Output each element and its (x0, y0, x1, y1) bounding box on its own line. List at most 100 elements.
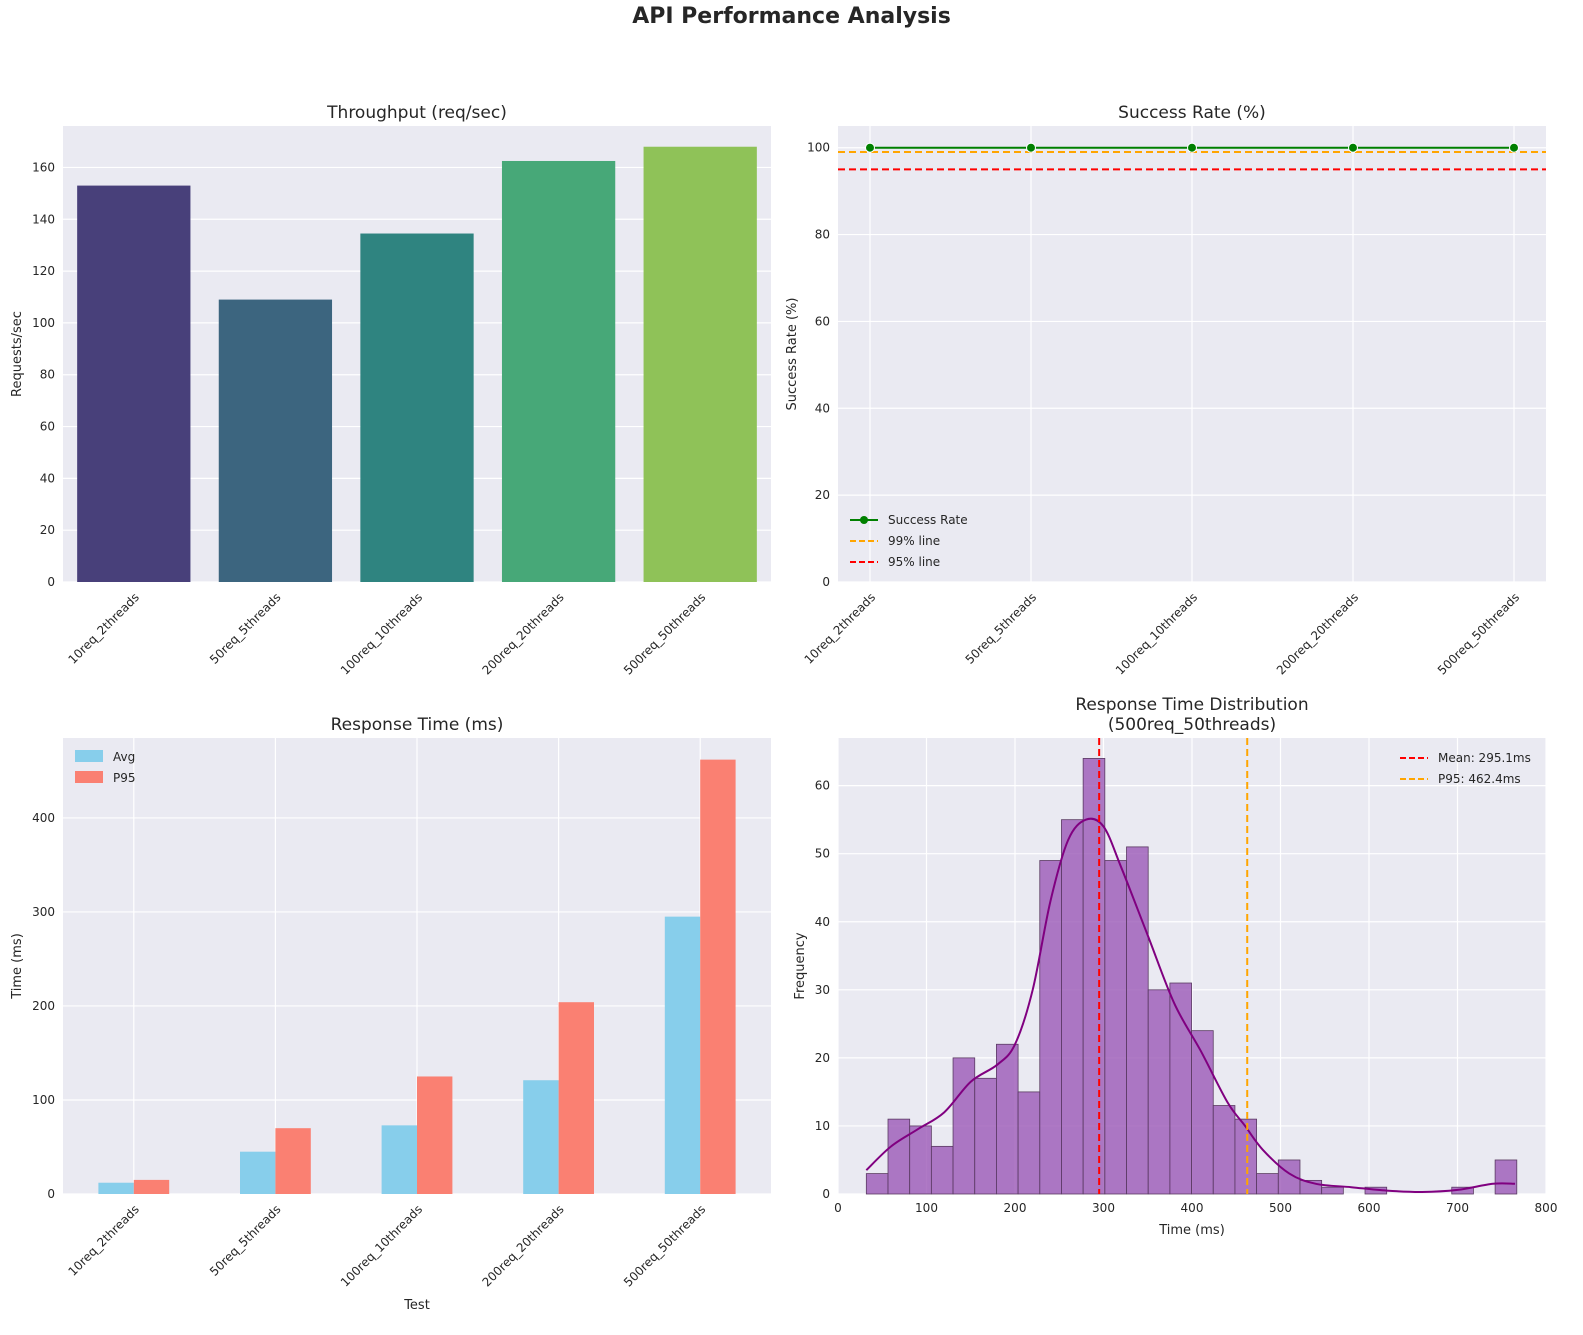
response-ytick-label: 0 (47, 1187, 55, 1201)
throughput-ylabel: Requests/sec (10, 311, 25, 397)
response-panel: 0 100 200 300 400 10req_2threads 50req_5thread… (10, 715, 771, 1313)
distribution-hist-bar (1039, 860, 1062, 1195)
response-xlabel: Test (403, 1298, 430, 1313)
distribution-hist-bar (1126, 846, 1149, 1195)
distribution-ylabel: Frequency (793, 932, 808, 999)
distribution-xtick-label: 800 (1535, 1201, 1558, 1215)
response-xtick-label: 200req_20threads (479, 1202, 566, 1289)
distribution-ytick-label: 30 (815, 983, 830, 997)
distribution-title: Response Time Distribution (1075, 695, 1308, 715)
throughput-xtick-label: 100req_10threads (338, 590, 425, 677)
distribution-panel: 0 100 200 300 400 500 600 700 800 0 10 20 30 40 50 60 Me… (793, 695, 1557, 1238)
response-title: Response Time (ms) (331, 715, 504, 735)
throughput-panel: 0 20 40 60 80 100 120 140 160 10req_2threads 50req… (10, 103, 771, 678)
success-xtick-label: 200req_20threads (1274, 590, 1361, 677)
distribution-xtick-label: 600 (1358, 1201, 1381, 1215)
response-xtick-label: 10req_2threads (65, 1202, 141, 1278)
distribution-hist-bar (996, 1043, 1019, 1195)
distribution-xtick-label: 500 (1269, 1201, 1292, 1215)
success-legend-label: 99% line (888, 534, 940, 548)
distribution-hist-bar (865, 1173, 889, 1195)
throughput-title: Throughput (req/sec) (326, 103, 507, 123)
distribution-hist-bar (974, 1077, 997, 1195)
distribution-hist-bar (887, 1118, 911, 1195)
response-xtick-label: 100req_10threads (338, 1202, 425, 1289)
throughput-ytick-label: 140 (32, 212, 55, 226)
throughput-ytick-label: 40 (40, 471, 55, 485)
success-xtick-label: 10req_2threads (802, 590, 878, 666)
response-legend-label: Avg (113, 750, 135, 764)
distribution-hist-bar (1494, 1159, 1518, 1195)
distribution-hist-bar (1234, 1118, 1258, 1195)
throughput-xtick-label: 200req_20threads (479, 590, 566, 677)
figure-title: API Performance Analysis (632, 4, 951, 29)
success-point (1026, 142, 1036, 153)
distribution-ytick-label: 0 (822, 1187, 830, 1201)
success-legend: Success Rate 99% line 95% line (850, 513, 968, 569)
distribution-hist-bar (1104, 860, 1127, 1195)
response-xtick-label: 50req_5threads (207, 1202, 283, 1278)
success-xtick-label: 50req_5threads (963, 590, 1039, 666)
distribution-hist-bar (952, 1057, 976, 1195)
throughput-ytick-label: 0 (47, 575, 55, 589)
distribution-subtitle: (500req_50threads) (1108, 715, 1276, 735)
distribution-ytick-label: 40 (815, 915, 830, 929)
distribution-hist-bar (1017, 1091, 1041, 1195)
distribution-legend-label: Mean: 295.1ms (1438, 751, 1531, 765)
throughput-bar (360, 233, 474, 583)
throughput-xtick-label: 10req_2threads (65, 590, 141, 666)
throughput-xtick-label: 50req_5threads (207, 590, 283, 666)
success-legend-marker (860, 516, 868, 524)
success-legend-label: Success Rate (888, 513, 968, 527)
throughput-bar (77, 185, 191, 582)
distribution-hist-bar (1321, 1186, 1344, 1195)
throughput-bar (501, 160, 616, 582)
distribution-legend: Mean: 295.1ms P95: 462.4ms (1400, 751, 1531, 786)
throughput-xtick-label: 500req_50threads (621, 590, 708, 677)
response-bar-p95 (275, 1128, 311, 1194)
success-point (865, 142, 875, 153)
success-ylabel: Success Rate (%) (785, 298, 800, 411)
success-legend-label: 95% line (888, 555, 940, 569)
throughput-ytick-label: 20 (40, 523, 55, 537)
distribution-ytick-label: 50 (815, 847, 830, 861)
success-ytick-label: 0 (822, 575, 830, 589)
response-ylabel: Time (ms) (10, 933, 25, 1000)
success-point (1187, 142, 1197, 153)
response-bar-p95 (700, 759, 736, 1194)
distribution-xtick-label: 200 (1004, 1201, 1027, 1215)
distribution-hist-bar (1061, 819, 1084, 1195)
success-ytick-label: 20 (815, 488, 830, 502)
response-legend-label: P95 (113, 771, 136, 785)
throughput-ytick-label: 80 (40, 368, 55, 382)
response-bar-avg (98, 1182, 134, 1194)
response-xtick-label: 500req_50threads (621, 1202, 708, 1289)
distribution-xtick-label: 300 (1092, 1201, 1115, 1215)
distribution-kde-line (865, 817, 1516, 1193)
distribution-xtick-label: 0 (834, 1201, 842, 1215)
throughput-bar (643, 146, 757, 582)
distribution-xtick-label: 400 (1181, 1201, 1204, 1215)
response-bar-p95 (558, 1002, 594, 1194)
response-legend-swatch (75, 771, 103, 783)
success-panel: 0 20 40 60 80 100 10req_2threads 50req_5threads… (785, 103, 1546, 678)
success-title: Success Rate (%) (1118, 103, 1266, 123)
success-point (1348, 142, 1358, 153)
response-ytick-label: 300 (32, 905, 55, 919)
response-ytick-label: 100 (32, 1093, 55, 1107)
throughput-bar (218, 299, 333, 582)
distribution-legend-label: P95: 462.4ms (1438, 772, 1521, 786)
response-bar-p95 (133, 1179, 170, 1194)
response-bar-avg (523, 1080, 559, 1194)
success-xtick-label: 100req_10threads (1113, 590, 1200, 677)
success-xtick-label: 500req_50threads (1435, 590, 1522, 677)
response-bar-avg (664, 916, 701, 1194)
response-legend: Avg P95 (75, 750, 136, 785)
distribution-ytick-label: 60 (815, 779, 830, 793)
distribution-xtick-label: 700 (1446, 1201, 1469, 1215)
distribution-hist-bar (930, 1145, 954, 1195)
throughput-ytick-label: 60 (40, 420, 55, 434)
distribution-hist-bar (909, 1125, 932, 1195)
success-ytick-label: 60 (815, 314, 830, 328)
